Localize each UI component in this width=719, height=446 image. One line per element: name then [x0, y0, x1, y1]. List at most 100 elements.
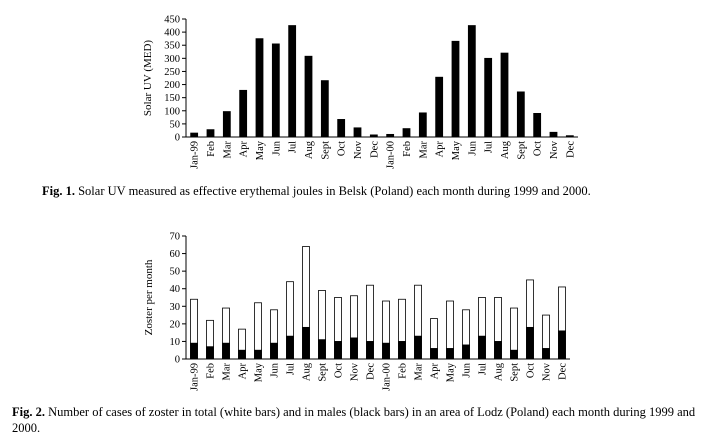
- uv-x-tick-label: Nov: [549, 140, 560, 159]
- zoster-y-tick-label: 40: [170, 284, 181, 295]
- uv-bar-primary: [337, 119, 346, 138]
- zoster-bar-secondary: [190, 342, 198, 360]
- uv-bar-primary: [304, 55, 313, 138]
- uv-x-tick-label: Dec: [565, 141, 576, 158]
- uv-x-tick-label: Apr: [435, 141, 446, 158]
- uv-x-tick-label: Feb: [402, 141, 413, 157]
- zoster-bar-secondary: [302, 326, 310, 360]
- uv-x-tick-label: Dec: [369, 141, 380, 158]
- zoster-x-tick-label: May: [446, 362, 457, 382]
- zoster-bar-secondary: [462, 344, 470, 360]
- zoster-x-tick-label: Jul: [286, 363, 297, 375]
- figure-2-caption: Fig. 2. Number of cases of zoster in tot…: [12, 404, 712, 436]
- uv-x-tick-label: Jan-00: [386, 141, 397, 169]
- zoster-y-tick-label: 10: [170, 337, 181, 348]
- uv-bar-primary: [239, 89, 248, 138]
- uv-bar-primary: [484, 57, 493, 138]
- uv-bar-primary: [402, 128, 411, 138]
- figure-2-caption-text: Number of cases of zoster in total (whit…: [12, 405, 696, 435]
- zoster-x-tick-label: Apr: [430, 363, 441, 380]
- zoster-bar-secondary: [366, 341, 374, 360]
- zoster-bar-secondary: [206, 346, 214, 360]
- zoster-x-tick-label: Oct: [526, 363, 537, 378]
- zoster-y-tick-label: 20: [170, 319, 181, 330]
- uv-x-tick-label: Feb: [206, 141, 217, 157]
- zoster-bar-secondary: [446, 348, 454, 360]
- zoster-y-tick-label: 60: [170, 249, 181, 260]
- zoster-bar-secondary: [414, 335, 422, 360]
- uv-y-tick-label: 150: [164, 93, 180, 104]
- zoster-bar-secondary: [494, 341, 502, 360]
- zoster-x-tick-label: Jul: [478, 363, 489, 375]
- uv-bar-primary: [271, 43, 280, 138]
- zoster-x-tick-label: Mar: [414, 363, 425, 381]
- uv-x-tick-label: Sept: [320, 141, 331, 160]
- uv-x-tick-label: Jul: [288, 141, 299, 153]
- uv-x-tick-label: Aug: [500, 140, 511, 159]
- uv-x-tick-label: Jan-99: [190, 141, 201, 169]
- zoster-y-tick-label: 70: [170, 232, 181, 243]
- zoster-x-tick-label: Feb: [206, 363, 217, 379]
- uv-y-tick-label: 200: [164, 80, 180, 91]
- zoster-bar-secondary: [334, 341, 342, 360]
- uv-bar-primary: [500, 52, 509, 138]
- zoster-bar-secondary: [558, 330, 566, 360]
- zoster-bar-secondary: [222, 342, 230, 360]
- uv-bar-primary: [288, 25, 297, 138]
- zoster-y-tick-label: 50: [170, 267, 181, 278]
- zoster-x-tick-label: Apr: [238, 363, 249, 380]
- uv-bar-primary: [353, 127, 362, 138]
- zoster-bar-secondary: [382, 342, 390, 360]
- zoster-y-tick-label: 30: [170, 302, 181, 313]
- uv-y-tick-label: 0: [175, 133, 180, 144]
- zoster-y-axis-title: Zoster per month: [143, 259, 155, 335]
- uv-bar-primary: [533, 113, 542, 138]
- uv-x-tick-label: Mar: [418, 141, 429, 159]
- uv-y-tick-label: 400: [164, 28, 180, 39]
- zoster-x-tick-label: Oct: [334, 363, 345, 378]
- zoster-bar-secondary: [286, 335, 294, 360]
- zoster-bar-secondary: [526, 326, 534, 360]
- zoster-x-tick-label: Jan-99: [190, 363, 201, 391]
- uv-y-axis-title: Solar UV (MED): [142, 40, 154, 117]
- figure-1-caption-text: Solar UV measured as effective erythemal…: [74, 184, 591, 198]
- uv-x-tick-label: Mar: [222, 141, 233, 159]
- uv-x-tick-label: Oct: [533, 141, 544, 156]
- zoster-bar-secondary: [254, 349, 262, 360]
- zoster-x-tick-label: Jan-00: [382, 363, 393, 391]
- zoster-x-tick-label: Sept: [510, 363, 521, 382]
- zoster-x-tick-label: Aug: [494, 362, 505, 381]
- uv-bar-primary: [255, 38, 264, 138]
- uv-y-tick-label: 450: [164, 15, 180, 26]
- zoster-x-tick-label: Mar: [222, 363, 233, 381]
- zoster-bar-secondary: [478, 335, 486, 360]
- uv-bar-primary: [206, 129, 215, 138]
- zoster-x-tick-label: Nov: [350, 362, 361, 381]
- uv-x-tick-label: Jun: [467, 140, 478, 155]
- zoster-cases-chart: 0 10 20 30 40 50 60 70 Zoster per month Jan-99 Feb…: [143, 232, 570, 391]
- zoster-bar-secondary: [510, 349, 518, 360]
- uv-bar-primary: [418, 112, 427, 138]
- uv-y-tick-label: 50: [170, 119, 181, 130]
- uv-y-tick-label: 350: [164, 41, 180, 52]
- uv-bar-primary: [467, 25, 476, 138]
- uv-x-tick-label: May: [451, 140, 462, 160]
- figure-1-label: Fig. 1.: [42, 184, 75, 198]
- uv-bar-primary: [320, 80, 329, 138]
- zoster-bar-secondary: [350, 337, 358, 360]
- zoster-bar-secondary: [270, 342, 278, 360]
- zoster-x-tick-label: May: [254, 362, 265, 382]
- uv-x-tick-label: Aug: [304, 140, 315, 159]
- solar-uv-chart: 0 50 100 150 200 250 300 350 400 450 Solar UV (MED…: [142, 15, 578, 169]
- zoster-y-tick-label: 0: [175, 355, 180, 366]
- uv-x-tick-label: Apr: [239, 141, 250, 158]
- uv-x-tick-label: May: [255, 140, 266, 160]
- zoster-x-tick-label: Sept: [318, 363, 329, 382]
- zoster-bar-secondary: [238, 349, 246, 360]
- zoster-x-tick-label: Feb: [398, 363, 409, 379]
- zoster-x-tick-label: Aug: [302, 362, 313, 381]
- uv-y-tick-label: 100: [164, 106, 180, 117]
- uv-x-tick-label: Oct: [337, 141, 348, 156]
- uv-bar-primary: [549, 131, 558, 138]
- zoster-x-tick-label: Dec: [558, 363, 569, 380]
